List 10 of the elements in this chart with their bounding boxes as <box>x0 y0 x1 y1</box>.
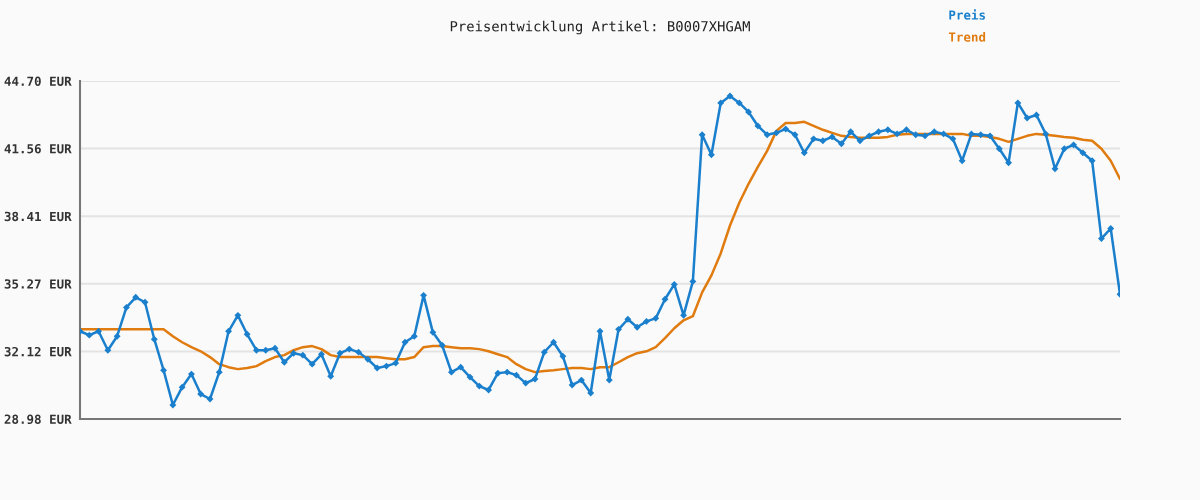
y-tick-label: 28.98 EUR <box>4 414 72 424</box>
text: Trend <box>948 32 986 42</box>
text: Preis <box>949 9 985 20</box>
y-tick-label: 44.70 EUR <box>4 76 72 86</box>
y-tick-label: 35.27 EUR <box>4 279 72 289</box>
y-tick-label: 38.41 EUR <box>4 211 72 222</box>
y-tick-label: 41.56 EUR <box>4 144 72 154</box>
chart-title: Preisentwicklung Artikel: B0007XHGAM <box>450 20 750 35</box>
line-series <box>80 120 1120 374</box>
y-tick-label: 32.12 EUR <box>4 346 72 357</box>
